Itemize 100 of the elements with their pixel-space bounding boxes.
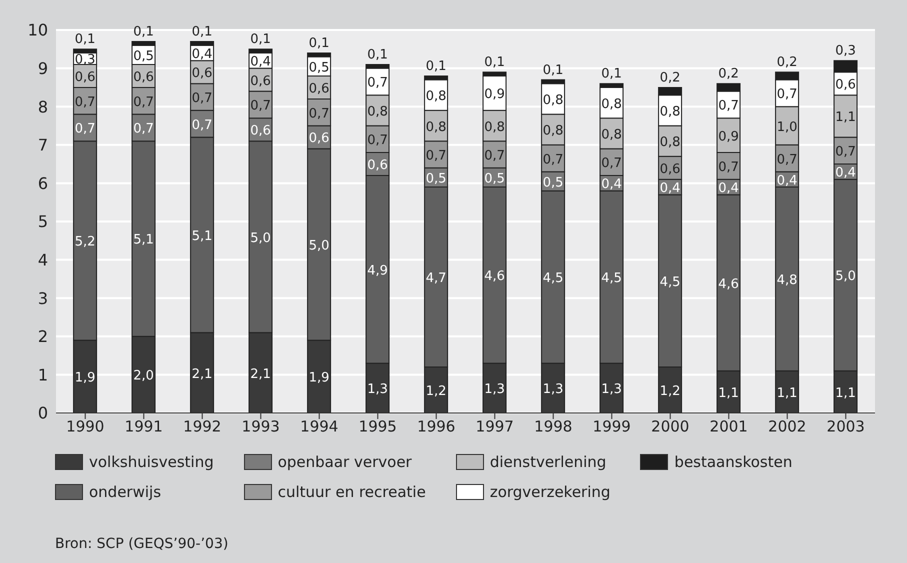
data-label: 1,3 xyxy=(367,382,388,398)
data-label: 1,1 xyxy=(776,386,798,401)
y-tick-label: 10 xyxy=(28,20,48,40)
x-tick-label: 1993 xyxy=(242,418,280,436)
data-label: 0,1 xyxy=(74,32,96,48)
data-label: 0,8 xyxy=(601,96,622,112)
data-label: 0,8 xyxy=(542,124,564,139)
data-label: 0,6 xyxy=(308,131,330,146)
data-label: 4,5 xyxy=(542,271,564,286)
data-label: 0,7 xyxy=(542,152,564,168)
data-label: 1,1 xyxy=(835,386,856,401)
x-tick-label: 2002 xyxy=(768,418,806,436)
data-label: 0,8 xyxy=(542,92,564,108)
data-label: 0,4 xyxy=(776,173,798,188)
data-label: 1,1 xyxy=(835,110,856,126)
data-label: 0,6 xyxy=(308,81,330,96)
data-label: 0,7 xyxy=(718,160,739,175)
x-tick-label: 1999 xyxy=(592,418,631,436)
data-label: 5,0 xyxy=(308,238,330,254)
data-label: 0,1 xyxy=(484,55,505,70)
y-tick-label: 5 xyxy=(38,212,48,232)
data-label: 0,6 xyxy=(250,74,271,89)
y-tick-label: 3 xyxy=(38,288,48,308)
data-label: 2,1 xyxy=(250,366,271,382)
data-label: 1,3 xyxy=(601,382,622,398)
data-label: 0,7 xyxy=(426,148,446,164)
data-label: 0,6 xyxy=(367,158,388,174)
x-tick-label: 1995 xyxy=(358,418,397,436)
y-tick-label: 2 xyxy=(38,327,48,346)
data-label: 0,7 xyxy=(74,122,96,137)
data-label: 1,9 xyxy=(308,370,330,386)
data-label: 0,8 xyxy=(426,89,446,104)
data-label: 4,6 xyxy=(484,269,505,284)
data-label: 0,7 xyxy=(74,94,96,110)
data-label: 0,7 xyxy=(776,87,798,102)
data-label: 0,4 xyxy=(192,46,212,62)
data-label: 0,7 xyxy=(308,106,330,122)
data-label: 5,1 xyxy=(192,228,212,244)
legend-label: dienstverlening xyxy=(490,453,606,471)
legend-label: onderwijs xyxy=(89,483,162,501)
data-label: 0,1 xyxy=(133,24,154,40)
data-label: 0,2 xyxy=(776,55,798,70)
data-label: 0,6 xyxy=(835,78,856,93)
data-label: 0,7 xyxy=(250,98,271,114)
data-label: 0,6 xyxy=(74,70,96,85)
x-tick-label: 2001 xyxy=(710,418,748,436)
data-label: 0,7 xyxy=(484,148,505,164)
data-label: 0,5 xyxy=(542,175,564,190)
data-label: 4,9 xyxy=(367,263,388,278)
y-tick-label: 1 xyxy=(38,365,48,384)
data-label: 0,5 xyxy=(426,171,446,186)
data-label: 0,4 xyxy=(250,54,271,70)
legend-label: zorgverzekering xyxy=(490,483,610,501)
data-label: 0,5 xyxy=(133,48,154,64)
data-label: 1,3 xyxy=(542,382,564,398)
data-label: 0,8 xyxy=(367,104,388,120)
data-label: 0,4 xyxy=(718,181,739,196)
data-label: 0,7 xyxy=(367,133,388,148)
data-label: 0,4 xyxy=(660,181,680,196)
data-label: 0,8 xyxy=(601,127,622,142)
data-label: 4,6 xyxy=(718,276,739,292)
x-tick-label: 2003 xyxy=(826,418,865,436)
legend-label: volkshuisvesting xyxy=(89,453,214,471)
data-label: 0,1 xyxy=(542,62,564,78)
data-label: 4,5 xyxy=(601,271,622,286)
x-tick-label: 2000 xyxy=(651,418,690,436)
x-tick-label: 1992 xyxy=(183,418,222,436)
data-label: 4,5 xyxy=(660,274,680,290)
data-label: 0,8 xyxy=(660,135,680,150)
data-label: 0,5 xyxy=(484,171,505,186)
data-label: 0,2 xyxy=(660,70,680,86)
y-tick-label: 6 xyxy=(38,174,48,193)
y-tick-label: 0 xyxy=(38,404,48,423)
data-label: 5,2 xyxy=(74,234,96,250)
x-tick-label: 1997 xyxy=(476,418,514,436)
data-label: 5,0 xyxy=(250,230,271,246)
x-tick-label: 1996 xyxy=(417,418,456,436)
x-tick-label: 1998 xyxy=(534,418,572,436)
data-label: 0,8 xyxy=(660,104,680,120)
data-label: 0,7 xyxy=(367,76,388,91)
data-label: 1,2 xyxy=(660,384,680,400)
data-label: 0,7 xyxy=(835,144,856,160)
data-label: 0,2 xyxy=(718,66,739,82)
data-label: 0,6 xyxy=(660,162,680,177)
x-tick-label: 1991 xyxy=(124,418,163,436)
data-label: 5,0 xyxy=(835,269,856,284)
data-label: 1,0 xyxy=(776,120,798,135)
data-label: 0,8 xyxy=(484,120,505,135)
legend-label: openbaar vervoer xyxy=(278,453,412,471)
data-label: 1,9 xyxy=(74,370,96,386)
data-label: 0,6 xyxy=(133,70,154,85)
data-label: 0,3 xyxy=(74,52,96,68)
data-label: 5,1 xyxy=(133,232,154,248)
data-label: 0,3 xyxy=(835,44,856,59)
data-label: 4,8 xyxy=(776,272,798,288)
text: Bron: SCP (GEQS’90-’03) xyxy=(55,536,228,552)
data-label: 2,0 xyxy=(133,368,154,384)
data-label: 1,2 xyxy=(426,384,446,400)
data-label: 0,1 xyxy=(192,24,212,40)
data-label: 0,9 xyxy=(718,129,739,144)
